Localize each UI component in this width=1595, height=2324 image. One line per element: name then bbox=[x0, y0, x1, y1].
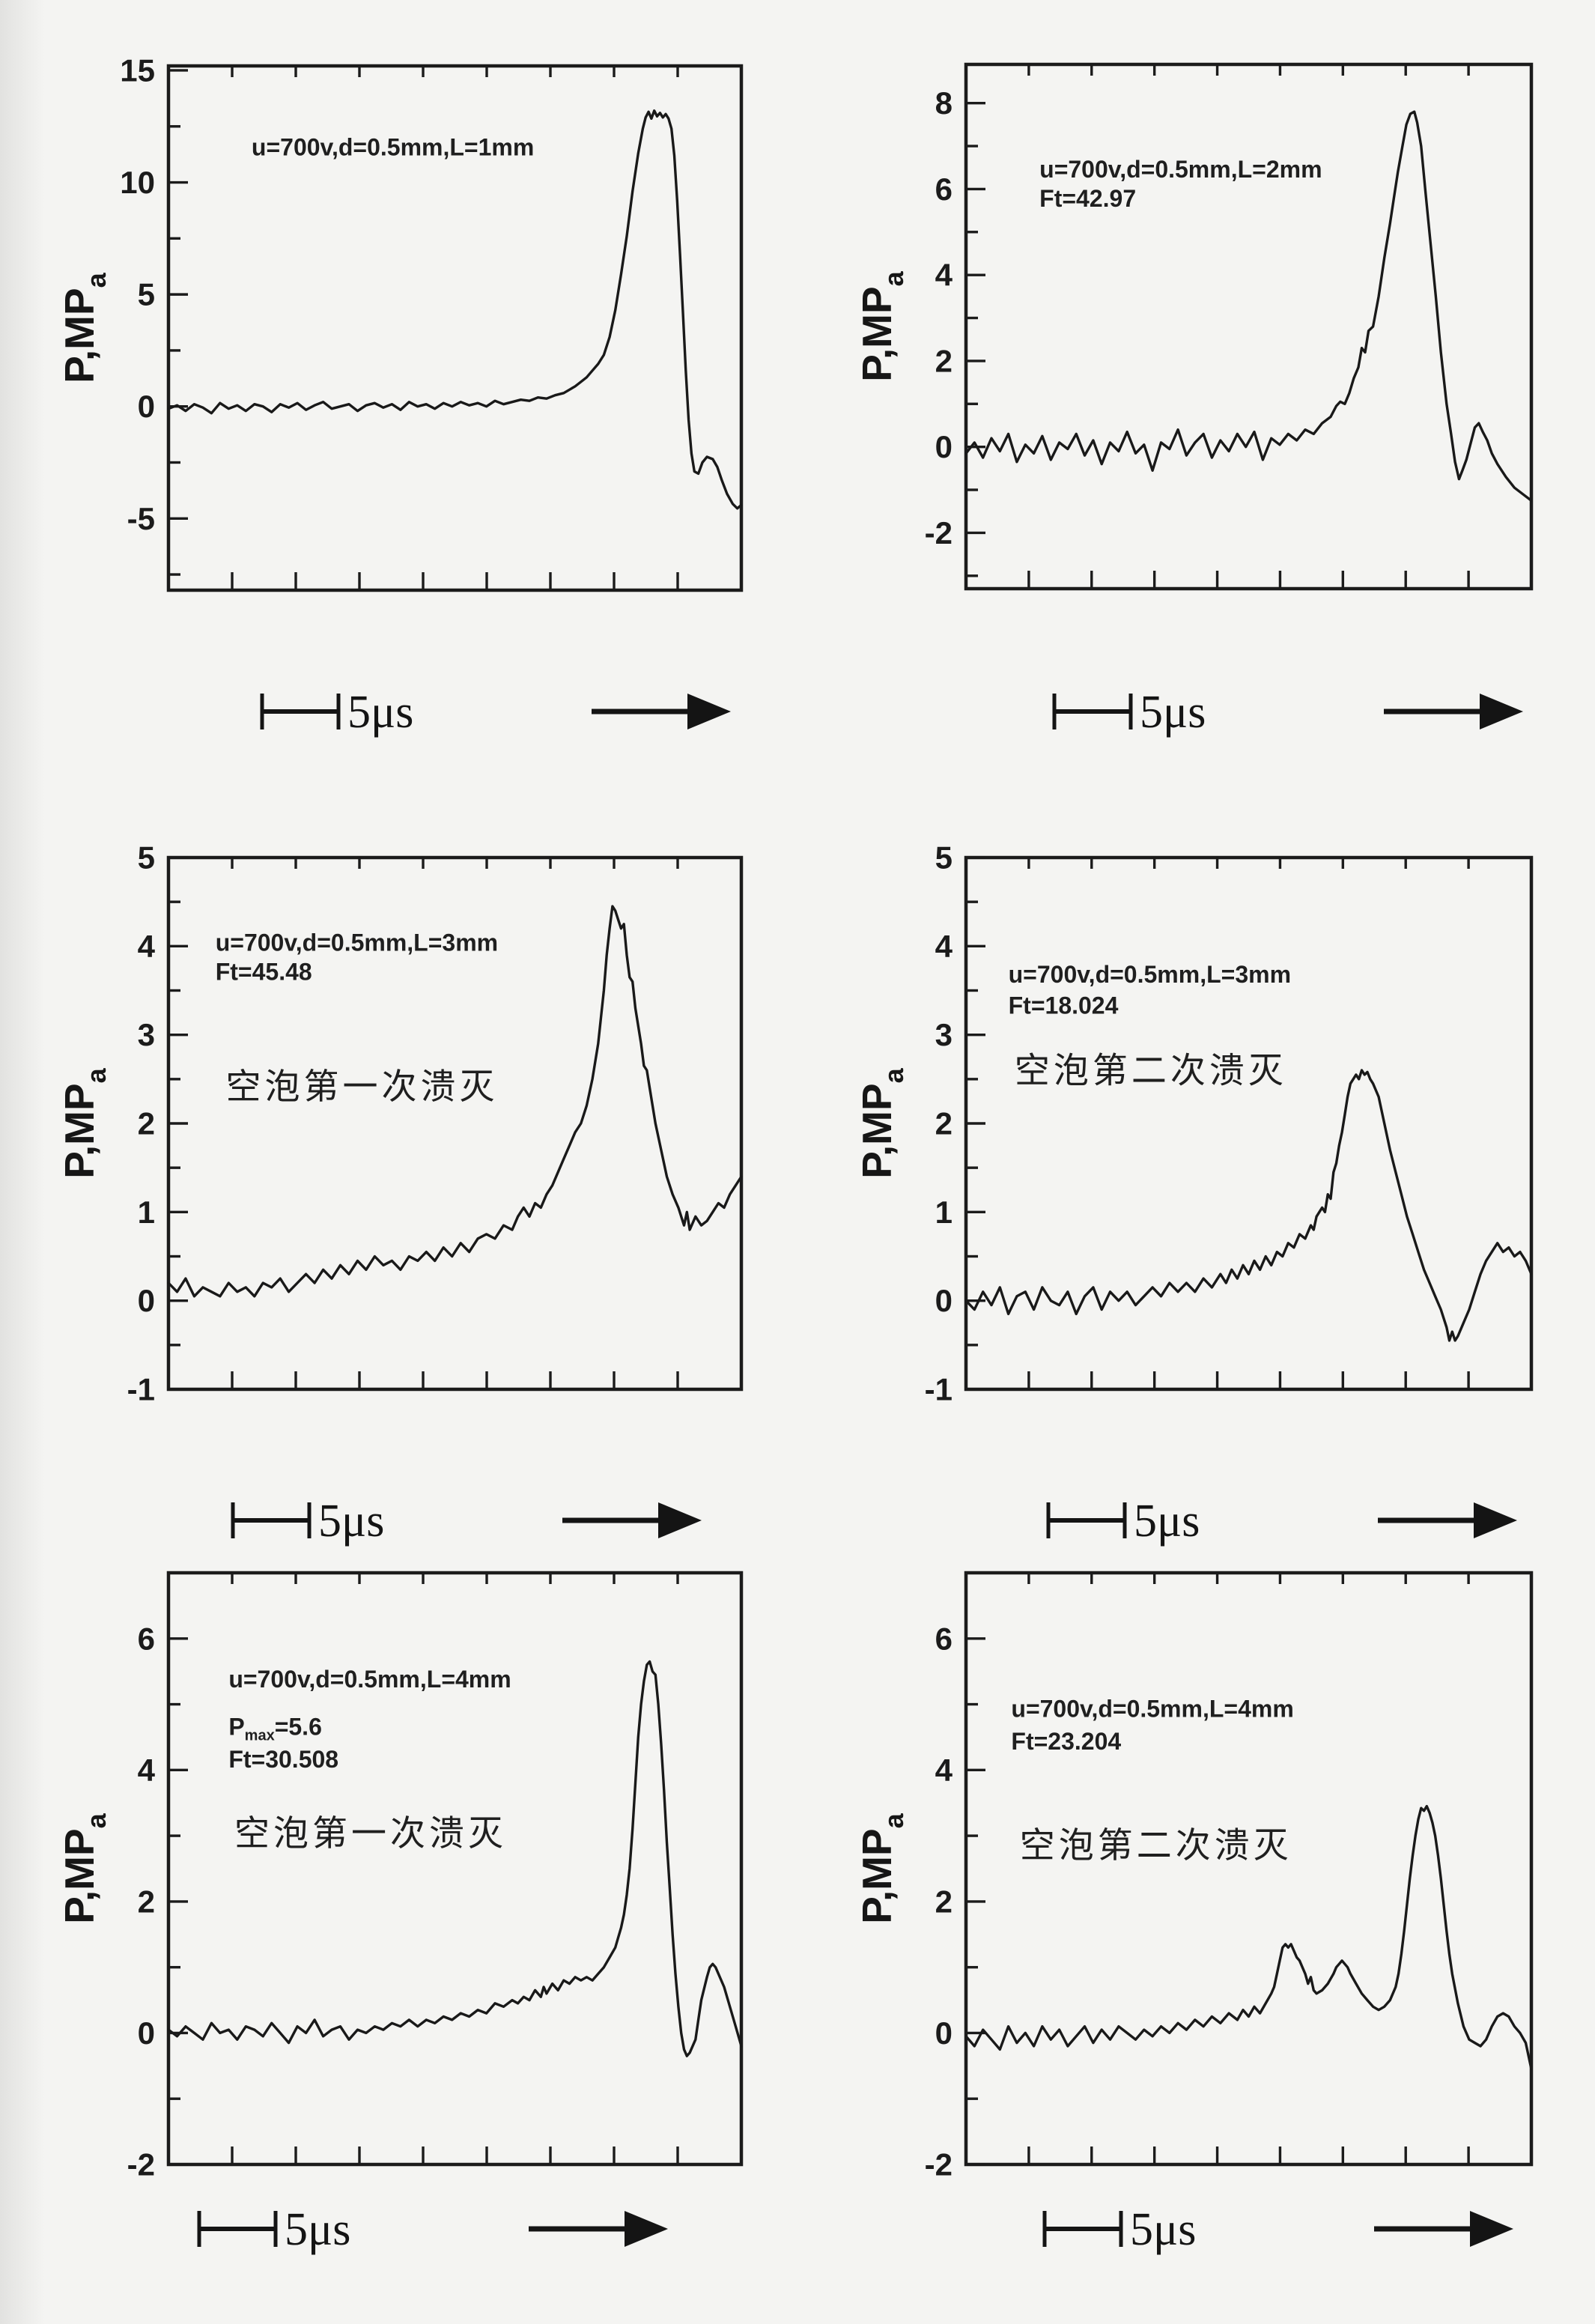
arrow-right-icon bbox=[1480, 694, 1523, 729]
y-axis-tick-label: 5 bbox=[935, 840, 953, 876]
y-axis-title: P,MPa bbox=[56, 1067, 112, 1178]
condition-annotation: u=700v,d=0.5mm,L=4mm bbox=[228, 1666, 511, 1693]
y-axis-tick-label: 6 bbox=[138, 1621, 155, 1656]
y-axis-tick-label: -1 bbox=[127, 1372, 155, 1407]
collapse-caption: 空泡第二次溃灭 bbox=[1020, 1825, 1292, 1865]
condition-annotation: Ft=42.97 bbox=[1039, 185, 1136, 212]
condition-annotation: u=700v,d=0.5mm,L=1mm bbox=[252, 134, 534, 161]
y-axis-title: P,MPa bbox=[854, 270, 909, 381]
y-axis-tick-label: 2 bbox=[935, 343, 953, 378]
condition-annotation: Ft=45.48 bbox=[216, 959, 312, 986]
scalebar-label: 5μs bbox=[285, 2204, 350, 2255]
pressure-chart-u700-d05-L3-first-collapse: 5 4 3 2 1 0 -1 u=700v,d=0.5mm,L=3mm Ft=45.48 空泡第一… bbox=[56, 840, 744, 1407]
y-axis-tick-label: 1 bbox=[138, 1195, 155, 1230]
y-axis-tick-label: 0 bbox=[935, 429, 953, 464]
scalebar-label: 5μs bbox=[1134, 1496, 1200, 1547]
plot-frame bbox=[964, 855, 1534, 1392]
y-axis-tick-label: 4 bbox=[935, 1753, 953, 1788]
y-axis-tick-label: 5 bbox=[138, 840, 155, 876]
scalebar-label: 5μs bbox=[1130, 2204, 1196, 2255]
y-axis-tick-label: -2 bbox=[127, 2147, 155, 2182]
y-axis-tick-label: 3 bbox=[138, 1017, 155, 1052]
condition-annotation: Pmax=5.6 bbox=[228, 1713, 322, 1744]
y-axis-title: P,MPa bbox=[56, 1812, 112, 1923]
plot-frame bbox=[964, 62, 1534, 591]
y-axis-tick-label: 15 bbox=[120, 52, 155, 88]
arrow-right-icon bbox=[1470, 2211, 1513, 2247]
pressure-waveform-curve bbox=[964, 1069, 1533, 1342]
y-axis-tick-label: 2 bbox=[935, 1884, 953, 1919]
time-scalebar-3: 5μs bbox=[231, 1496, 702, 1547]
y-axis-tick-label: 8 bbox=[935, 85, 953, 121]
arrow-right-icon bbox=[658, 1502, 702, 1538]
y-axis-tick-label: -2 bbox=[925, 515, 953, 550]
y-axis-tick-label: 0 bbox=[935, 2015, 953, 2051]
plot-frame bbox=[964, 1571, 1534, 2167]
pressure-chart-u700-d05-L3-second-collapse: 5 4 3 2 1 0 -1 u=700v,d=0.5mm,L=3mm Ft=18.024 空泡第… bbox=[854, 840, 1534, 1407]
scalebar-label: 5μs bbox=[1140, 687, 1206, 738]
condition-annotation: Ft=30.508 bbox=[228, 1746, 338, 1773]
collapse-caption: 空泡第二次溃灭 bbox=[1015, 1051, 1287, 1090]
y-axis-tick-label: 6 bbox=[935, 1621, 953, 1656]
collapse-caption: 空泡第一次溃灭 bbox=[234, 1813, 507, 1853]
y-axis-tick-label: 10 bbox=[120, 165, 155, 200]
condition-annotation: u=700v,d=0.5mm,L=2mm bbox=[1039, 156, 1322, 183]
y-axis-tick-label: -2 bbox=[925, 2147, 953, 2182]
y-axis-tick-label: 0 bbox=[138, 389, 155, 424]
time-scalebar-1: 5μs bbox=[260, 687, 731, 738]
y-axis-tick-label: 4 bbox=[935, 258, 953, 293]
time-scalebar-2: 5μs bbox=[1052, 687, 1523, 738]
pressure-waveform-curve bbox=[167, 905, 743, 1298]
plot-frame bbox=[166, 1571, 744, 2167]
y-axis-title: P,MPa bbox=[854, 1812, 909, 1923]
pressure-waveform-curve bbox=[167, 109, 743, 510]
time-scalebar-4: 5μs bbox=[1046, 1496, 1517, 1547]
y-axis-tick-label: 4 bbox=[138, 929, 156, 964]
pressure-waveform-curve bbox=[964, 1804, 1533, 2071]
pressure-waveform-curve bbox=[964, 110, 1533, 503]
y-axis-tick-label: 0 bbox=[138, 1283, 155, 1318]
arrow-right-icon bbox=[687, 694, 731, 729]
time-scalebar-6: 5μs bbox=[1042, 2204, 1513, 2255]
y-axis-tick-label: 5 bbox=[138, 277, 155, 312]
condition-annotation: Ft=18.024 bbox=[1009, 992, 1119, 1019]
y-axis-tick-label: 4 bbox=[138, 1753, 156, 1788]
y-axis-tick-label: 2 bbox=[138, 1884, 155, 1919]
y-axis-tick-label: -1 bbox=[925, 1372, 953, 1407]
y-axis-tick-label: 0 bbox=[935, 1283, 953, 1318]
scalebar-label: 5μs bbox=[347, 687, 413, 738]
y-axis-tick-label: 1 bbox=[935, 1195, 953, 1230]
condition-annotation: u=700v,d=0.5mm,L=3mm bbox=[216, 929, 498, 956]
condition-annotation: u=700v,d=0.5mm,L=4mm bbox=[1011, 1696, 1293, 1723]
y-axis-tick-label: 2 bbox=[138, 1106, 155, 1141]
plot-frame bbox=[166, 64, 744, 592]
pressure-chart-u700-d05-L4-first-collapse: 6 4 2 0 -2 u=700v,d=0.5mm,L=4mm Pmax=5.6Ft=30.… bbox=[56, 1571, 744, 2182]
y-axis-tick-label: 4 bbox=[935, 929, 953, 964]
pressure-waveform-curve bbox=[167, 1660, 743, 2057]
condition-annotation: u=700v,d=0.5mm,L=3mm bbox=[1009, 961, 1291, 988]
arrow-right-icon bbox=[1474, 1502, 1517, 1538]
y-axis-tick-label: 6 bbox=[935, 172, 953, 207]
arrow-right-icon bbox=[625, 2211, 668, 2247]
y-axis-tick-label: 3 bbox=[935, 1017, 953, 1052]
pressure-chart-u700-d05-L1: 15 10 5 0 -5 u=700v,d=0.5mm,L=1mm P,MPa bbox=[56, 52, 744, 592]
y-axis-tick-label: 0 bbox=[138, 2015, 155, 2051]
plot-frame bbox=[166, 855, 744, 1392]
y-axis-tick-label: -5 bbox=[127, 501, 155, 536]
scalebar-label: 5μs bbox=[318, 1496, 384, 1547]
pressure-chart-u700-d05-L4-second-collapse: 6 4 2 0 -2 u=700v,d=0.5mm,L=4mm Ft=23.204 空泡第二次… bbox=[854, 1571, 1534, 2182]
condition-annotation: Ft=23.204 bbox=[1011, 1728, 1121, 1755]
y-axis-title: P,MPa bbox=[56, 272, 112, 383]
collapse-caption: 空泡第一次溃灭 bbox=[226, 1067, 499, 1106]
y-axis-tick-label: 2 bbox=[935, 1106, 953, 1141]
y-axis-title: P,MPa bbox=[854, 1067, 909, 1178]
time-scalebar-5: 5μs bbox=[197, 2204, 668, 2255]
